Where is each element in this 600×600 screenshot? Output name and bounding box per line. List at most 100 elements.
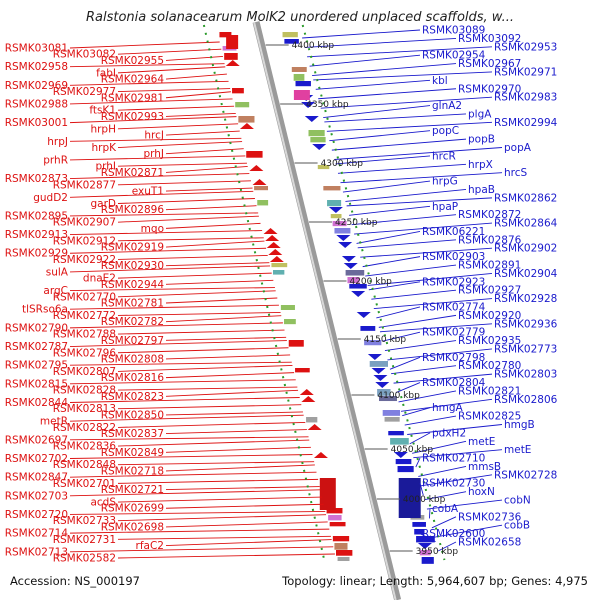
gene-label-left[interactable]: RSMK02912 <box>53 235 116 247</box>
gene-label-right[interactable]: RSMK03092 <box>458 33 521 45</box>
gene-label-left[interactable]: tlSRso6a <box>22 304 68 316</box>
gene-label-right[interactable]: RSMK02864 <box>494 218 558 230</box>
gene-label-right[interactable]: RSMK02600 <box>422 528 485 540</box>
gene-label-left[interactable]: RSMK02969 <box>5 80 68 92</box>
gene-label-left[interactable]: RSMK02702 <box>5 453 68 465</box>
gene-label-left[interactable]: RSMK02981 <box>101 92 164 104</box>
gene-label-left[interactable]: RSMK02930 <box>101 260 164 272</box>
gene-label-left[interactable]: RSMK02993 <box>101 111 164 123</box>
gene-label-right[interactable]: RSMK02798 <box>422 352 485 364</box>
gene-label-right[interactable]: RSMK02736 <box>458 511 522 523</box>
gene-label-right[interactable]: RSMK02928 <box>494 293 557 305</box>
gene-label-left[interactable]: RSMK02698 <box>101 521 164 533</box>
gene-label-right[interactable]: RSMK02730 <box>422 478 485 490</box>
gene-label-right[interactable]: RSMK02902 <box>494 243 557 255</box>
gene-label-left[interactable]: mqo <box>141 223 164 235</box>
gene-label-left[interactable]: hrpJ <box>47 136 68 148</box>
gene-label-right[interactable]: RSMK02936 <box>494 318 558 330</box>
gene-label-left[interactable]: metR <box>40 416 68 428</box>
gene-label-left[interactable]: prhI <box>95 161 116 173</box>
gene-label-left[interactable]: RSMK02988 <box>5 98 68 110</box>
gene-label-left[interactable]: RSMK02788 <box>53 329 116 341</box>
gene-label-right[interactable]: RSMK02953 <box>494 41 557 53</box>
gene-label-left[interactable]: RSMK02699 <box>101 503 164 515</box>
gene-label-left[interactable]: RSMK02815 <box>5 378 68 390</box>
gene-label-left[interactable]: RSMK02907 <box>53 217 116 229</box>
gene-label-left[interactable]: RSMK02733 <box>53 515 116 527</box>
gene-label-left[interactable]: RSMK02703 <box>5 490 68 502</box>
gene-label-left[interactable]: RSMK03081 <box>5 43 68 55</box>
gene-label-left[interactable]: RSMK02787 <box>5 341 68 353</box>
gene-label-left[interactable]: RSMK02731 <box>53 534 116 546</box>
gene-label-left[interactable]: RSMK02913 <box>5 229 68 241</box>
gene-label-right[interactable]: RSMK02876 <box>458 234 522 246</box>
gene-label-right[interactable]: plgA <box>468 108 492 120</box>
gene-label-right[interactable]: hmgB <box>504 419 535 431</box>
gene-label-left[interactable]: RSMK02795 <box>5 360 68 372</box>
gene-label-left[interactable]: RSMK02944 <box>101 279 165 291</box>
gene-label-right[interactable]: RSMK02923 <box>422 276 485 288</box>
gene-label-right[interactable]: RSMK02825 <box>458 411 521 423</box>
gene-label-left[interactable]: RSMK02847 <box>5 472 68 484</box>
gene-label-right[interactable]: RSMK02927 <box>458 285 521 297</box>
gene-label-left[interactable]: sulA <box>46 266 69 278</box>
gene-label-left[interactable]: RSMK02955 <box>101 55 164 67</box>
gene-label-right[interactable]: popB <box>468 134 495 146</box>
gene-label-right[interactable]: RSMK02954 <box>422 50 486 62</box>
gene-label-right[interactable]: RSMK02862 <box>494 192 557 204</box>
gene-label-left[interactable]: RSMK02822 <box>53 422 116 434</box>
gene-label-right[interactable]: RSMK02920 <box>458 310 521 322</box>
gene-label-left[interactable]: RSMK02849 <box>101 447 164 459</box>
gene-label-left[interactable]: RSMK02837 <box>101 428 164 440</box>
gene-label-left[interactable]: RSMK03082 <box>53 49 116 61</box>
gene-label-left[interactable]: RSMK02790 <box>5 322 68 334</box>
gene-label-left[interactable]: RSMK02873 <box>5 173 68 185</box>
gene-label-right[interactable]: RSMK02903 <box>422 251 485 263</box>
gene-label-left[interactable]: RSMK02720 <box>5 509 68 521</box>
gene-label-left[interactable]: RSMK02807 <box>53 366 116 378</box>
gene-label-right[interactable]: RSMK02983 <box>494 92 557 104</box>
gene-label-left[interactable]: prhR <box>43 154 68 166</box>
gene-label-right[interactable]: RSMK02780 <box>458 360 521 372</box>
gene-label-left[interactable]: RSMK02797 <box>101 335 164 347</box>
gene-label-right[interactable]: hpaP <box>432 201 458 213</box>
gene-label-left[interactable]: dnaE2 <box>83 273 116 285</box>
gene-label-left[interactable]: RSMK02823 <box>101 391 164 403</box>
gene-label-left[interactable]: RSMK02770 <box>53 291 116 303</box>
gene-label-left[interactable]: RSMK02582 <box>53 553 116 565</box>
gene-label-right[interactable]: RSMK02804 <box>422 377 486 389</box>
gene-label-right[interactable]: hoxN <box>468 486 495 498</box>
gene-label-left[interactable]: RSMK02895 <box>5 210 68 222</box>
gene-label-left[interactable]: RSMK02958 <box>5 61 68 73</box>
gene-label-right[interactable]: RSMK02774 <box>422 301 486 313</box>
gene-label-left[interactable]: RSMK02816 <box>101 372 165 384</box>
gene-label-right[interactable]: RSMK03089 <box>422 25 485 37</box>
gene-label-right[interactable]: popA <box>504 142 532 154</box>
gene-label-left[interactable]: RSMK02714 <box>5 528 69 540</box>
gene-label-left[interactable]: RSMK02836 <box>53 441 117 453</box>
gene-label-left[interactable]: RSMK02919 <box>101 242 164 254</box>
gene-label-left[interactable]: acdS <box>90 497 116 509</box>
gene-label-right[interactable]: RSMK02904 <box>494 268 558 280</box>
gene-label-right[interactable]: popC <box>432 125 459 137</box>
gene-label-left[interactable]: RSMK02850 <box>101 409 164 421</box>
gene-label-left[interactable]: RSMK02796 <box>53 347 117 359</box>
gene-label-left[interactable]: hrpH <box>90 123 116 135</box>
gene-label-right[interactable]: RSMK02971 <box>494 66 557 78</box>
gene-label-left[interactable]: prhJ <box>143 148 164 160</box>
gene-label-right[interactable]: kbl <box>432 75 448 87</box>
gene-label-left[interactable]: RSMK02977 <box>53 86 116 98</box>
gene-label-left[interactable]: RSMK03001 <box>5 117 68 129</box>
gene-label-right[interactable]: RSMK02710 <box>422 453 485 465</box>
gene-label-left[interactable]: RSMK02713 <box>5 546 68 558</box>
gene-label-left[interactable]: RSMK02782 <box>101 316 164 328</box>
gene-label-right[interactable]: cobB <box>504 520 530 532</box>
gene-label-right[interactable]: cobN <box>504 495 531 507</box>
gene-label-left[interactable]: RSMK02813 <box>53 403 116 415</box>
gene-label-right[interactable]: RSMK02891 <box>458 260 521 272</box>
gene-label-right[interactable]: hrpX <box>468 159 493 171</box>
gene-label-left[interactable]: RSMK02697 <box>5 434 68 446</box>
gene-label-right[interactable]: RSMK02994 <box>494 117 558 129</box>
